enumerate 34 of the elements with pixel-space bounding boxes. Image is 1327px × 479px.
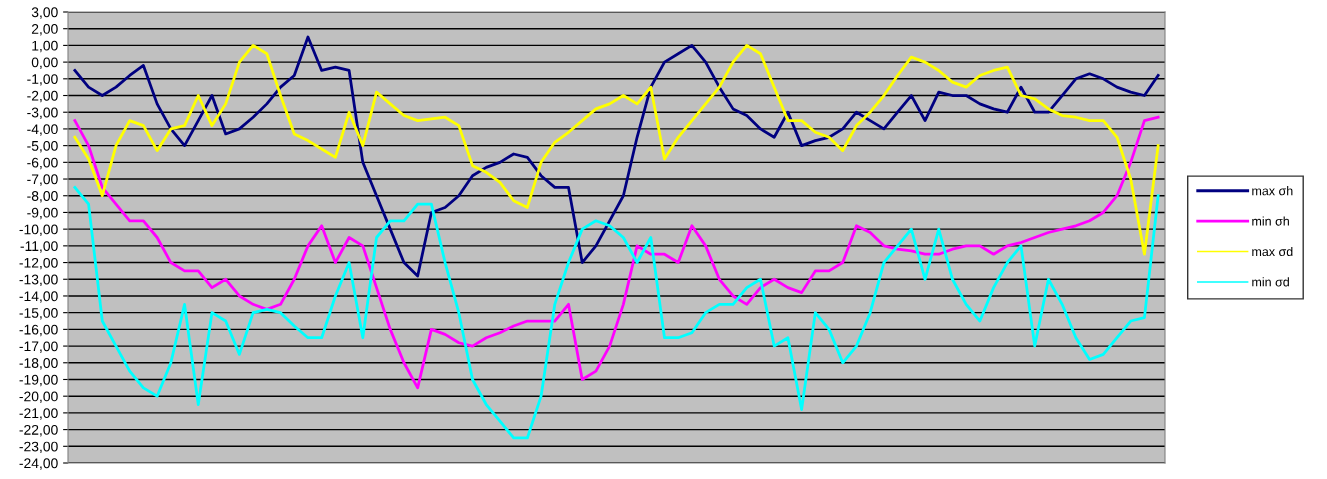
y-tick-label: 0,00 [31, 57, 58, 69]
y-tick-label: 1,00 [32, 40, 58, 53]
y-tick-label: -3,00 [27, 107, 58, 120]
y-tick-label: -13,00 [19, 274, 58, 287]
legend-label: max σh [1252, 186, 1293, 196]
y-tick-label: -20,00 [19, 391, 58, 403]
y-tick-label: -6,00 [27, 157, 58, 170]
y-tick-label: -16,00 [19, 324, 58, 337]
y-tick-label: -17,00 [19, 341, 58, 353]
legend-label: max σd [1252, 246, 1293, 257]
legend-label: min σd [1252, 277, 1289, 287]
y-tick-label: -12,00 [19, 257, 58, 270]
y-tick-label: -1,00 [27, 74, 58, 86]
y-tick-label: -7,00 [27, 174, 58, 186]
legend-label: min σh [1252, 216, 1289, 226]
y-tick-label: -18,00 [19, 358, 58, 370]
y-tick-label: -5,00 [27, 140, 58, 153]
y-tick-label: -22,00 [19, 424, 58, 437]
y-tick-label: -24,00 [19, 458, 58, 470]
y-tick-label: -8,00 [27, 191, 58, 203]
y-tick-label: -2,00 [27, 90, 58, 103]
y-tick-label: -11,00 [20, 241, 58, 253]
y-tick-label: 2,00 [31, 24, 58, 36]
y-tick-label: -9,00 [27, 207, 58, 220]
y-tick-label: 3,00 [31, 7, 58, 19]
y-tick-label: -14,00 [19, 291, 58, 303]
line-series [73, 186, 1160, 440]
y-tick-label: -4,00 [27, 124, 58, 136]
y-tick-label: -21,00 [19, 408, 58, 420]
y-tick-label: -15,00 [19, 308, 58, 320]
line-series [73, 115, 1160, 390]
y-tick-label: -10,00 [19, 224, 58, 236]
y-tick-label: -19,00 [19, 374, 58, 387]
y-tick-label: -23,00 [19, 441, 58, 454]
